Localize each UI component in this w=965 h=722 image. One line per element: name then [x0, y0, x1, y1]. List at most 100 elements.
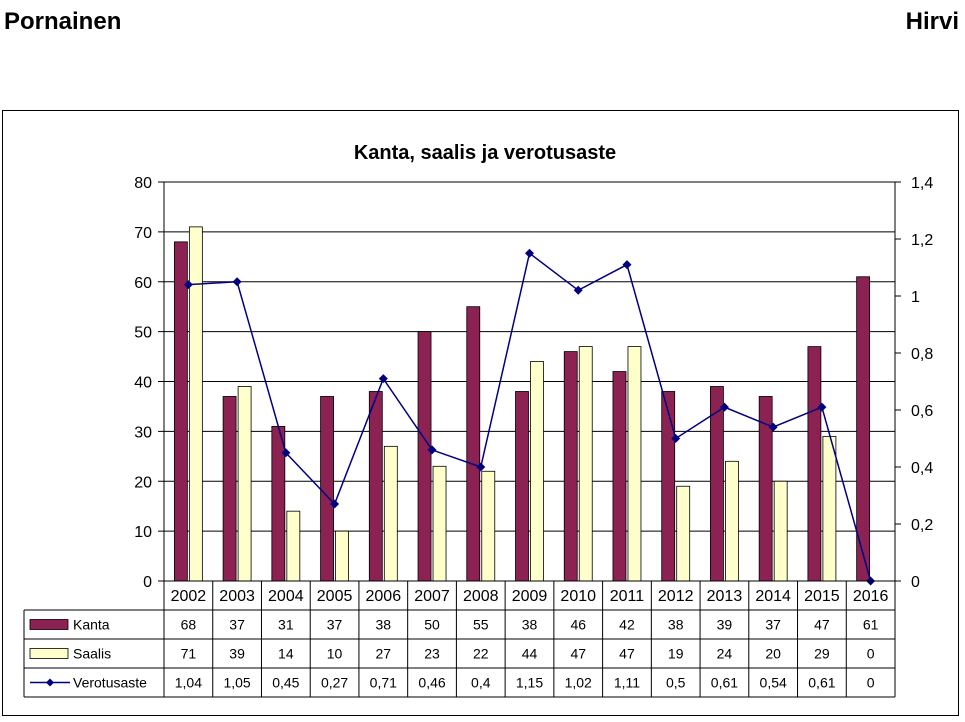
table-cell: 0,71 — [370, 675, 397, 691]
table-cell: 22 — [473, 646, 489, 662]
category-label: 2008 — [463, 588, 499, 605]
category-label: 2005 — [317, 588, 353, 605]
point-verotusaste — [476, 462, 486, 472]
point-verotusaste — [573, 285, 583, 295]
category-label: 2004 — [268, 588, 304, 605]
left-tick-label: 40 — [134, 375, 152, 392]
table-cell: 29 — [814, 646, 830, 662]
category-label: 2002 — [171, 588, 207, 605]
category-label: 2015 — [804, 588, 840, 605]
category-label: 2011 — [610, 588, 645, 605]
legend-key-saalis — [29, 648, 69, 659]
table-cell: 0,46 — [418, 675, 445, 691]
bar-saalis — [335, 530, 349, 582]
bar-kanta — [320, 396, 334, 582]
bar-kanta — [612, 371, 627, 582]
category-label: 2012 — [658, 588, 694, 605]
bar-kanta — [271, 425, 286, 582]
table-cell: 68 — [181, 617, 197, 633]
table-cell: 1,11 — [614, 675, 640, 691]
category-label: 2014 — [755, 588, 791, 605]
category-label: 2010 — [560, 588, 596, 605]
table-cell: 23 — [424, 646, 440, 662]
left-tick-label: 60 — [134, 275, 152, 292]
bar-kanta — [563, 351, 578, 582]
table-cell: 38 — [376, 617, 392, 633]
data-table: 2002 2003 2004 2005 2006 2007 2008 2009 2010 2011… — [23, 580, 896, 698]
legend-key-marker — [46, 678, 54, 687]
table-cell: 42 — [619, 617, 635, 633]
legend-label: Verotusaste — [73, 675, 147, 691]
bar-kanta — [368, 391, 383, 582]
right-tick-label: 0,6 — [911, 403, 933, 420]
category-label: 2007 — [414, 588, 450, 605]
table-cell: 24 — [717, 646, 733, 662]
bar-saalis — [822, 435, 837, 582]
bar-saalis — [530, 361, 544, 582]
point-verotusaste — [378, 374, 388, 384]
table-cell: 1,04 — [175, 675, 202, 691]
legend-key-kanta — [29, 619, 69, 630]
left-tick-label: 30 — [134, 424, 152, 441]
table-cell: 0,5 — [666, 675, 686, 691]
bar-kanta — [661, 391, 676, 582]
table-cell: 44 — [522, 646, 538, 662]
bar-saalis — [627, 346, 642, 582]
category-label: 2009 — [512, 588, 548, 605]
table-cell: 1,05 — [223, 675, 250, 691]
point-verotusaste — [330, 499, 340, 509]
header-species: Hirvi — [905, 8, 959, 35]
point-verotusaste — [427, 445, 437, 455]
right-tick-label: 1,2 — [911, 232, 933, 249]
table-cell: 71 — [181, 646, 197, 662]
table-cell: 38 — [668, 617, 684, 633]
table-cell: 39 — [717, 617, 733, 633]
bar-kanta — [222, 396, 237, 582]
left-tick-label: 0 — [143, 574, 152, 591]
category-label: 2013 — [707, 588, 743, 605]
point-verotusaste — [768, 422, 778, 432]
legend-label: Saalis — [73, 646, 111, 662]
point-verotusaste — [183, 280, 193, 290]
bar-saalis — [481, 470, 496, 582]
point-verotusaste — [525, 248, 534, 258]
chart-title: Kanta, saalis ja verotusaste — [354, 142, 616, 164]
table-cell: 37 — [229, 617, 245, 633]
left-tick-label: 10 — [134, 524, 152, 541]
category-label: 2003 — [219, 588, 255, 605]
right-tick-label: 0,2 — [911, 517, 933, 534]
table-cell: 27 — [376, 646, 392, 662]
axes-layer: 0 10 20 30 40 50 60 70 80 0 0,2 0,4 0,6 0,8 1 1,2 1,4 — [134, 175, 933, 591]
bar-kanta — [515, 391, 529, 582]
bars-layer — [173, 226, 871, 582]
chart-frame: Kanta, saalis ja verotusaste 0 10 20 30 40 50… — [2, 110, 959, 716]
bar-saalis — [383, 445, 398, 582]
point-verotusaste — [281, 448, 291, 458]
right-tick-label: 1,4 — [911, 175, 933, 192]
table-cell: 50 — [424, 617, 440, 633]
bar-kanta — [173, 241, 188, 582]
table-cell: 31 — [278, 617, 294, 633]
left-tick-label: 80 — [134, 175, 152, 192]
point-verotusaste — [817, 402, 827, 412]
category-label: 2016 — [853, 588, 889, 605]
bar-saalis — [237, 386, 252, 582]
bar-saalis — [188, 226, 203, 582]
grid-layer — [164, 181, 895, 582]
table-cell: 0,27 — [321, 675, 348, 691]
table-cell: 47 — [814, 617, 830, 633]
left-tick-label: 50 — [134, 325, 152, 342]
right-tick-label: 0 — [911, 574, 920, 591]
table-cell: 39 — [229, 646, 245, 662]
bar-saalis — [286, 510, 301, 582]
point-verotusaste — [719, 402, 729, 412]
bar-saalis — [725, 460, 739, 582]
chart-svg: Kanta, saalis ja verotusaste 01020304050… — [23, 142, 933, 698]
table-cell: 1,02 — [565, 675, 592, 691]
point-verotusaste — [671, 434, 681, 443]
point-verotusaste — [622, 260, 632, 270]
bar-saalis — [773, 480, 788, 582]
table-cell: 37 — [327, 617, 343, 633]
right-tick-label: 1 — [911, 289, 920, 306]
right-tick-label: 0,8 — [911, 346, 933, 363]
